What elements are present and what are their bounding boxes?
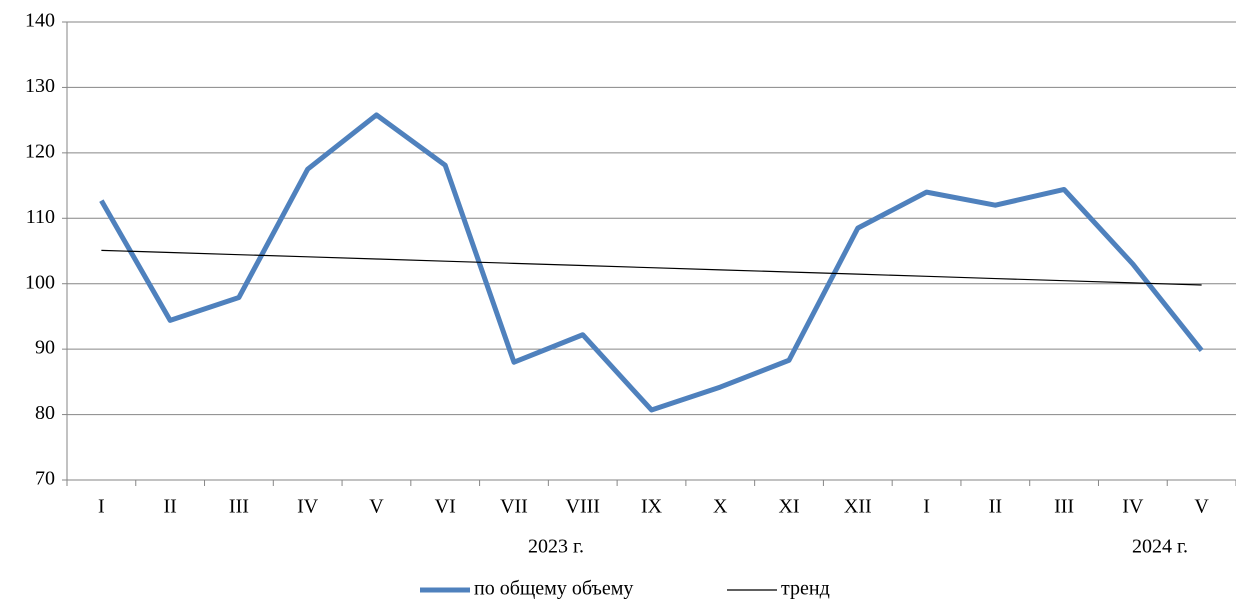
x-tick-label: I (98, 496, 105, 518)
x-tick-label: VIII (566, 496, 600, 518)
x-tick-label: II (163, 496, 176, 518)
x-tick-label: X (713, 496, 728, 518)
line (101, 249, 1202, 286)
x-tick-label: IX (641, 496, 663, 518)
year-label: 2024 г. (1132, 536, 1188, 558)
x-tick-label: XII (844, 496, 872, 518)
x-tick-label: III (1054, 496, 1074, 518)
line (99, 112, 1204, 413)
y-tick-label: 140 (25, 10, 55, 32)
y-tick-label: 70 (35, 468, 55, 490)
x-tick-label: V (369, 496, 384, 518)
x-tick-label: VI (435, 496, 456, 518)
legend-label: по общему объему (474, 578, 633, 600)
y-tick-label: 80 (35, 402, 55, 424)
legend-label: тренд (781, 578, 830, 600)
year-label: 2023 г. (528, 536, 584, 558)
x-tick-label: V (1194, 496, 1209, 518)
y-tick-label: 110 (26, 206, 55, 228)
x-tick-label: IV (1122, 496, 1144, 518)
x-tick-label: I (923, 496, 930, 518)
y-tick-label: 120 (25, 140, 55, 162)
x-tick-label: VII (500, 496, 528, 518)
x-tick-label: XI (778, 496, 799, 518)
y-tick-label: 100 (25, 271, 55, 293)
y-tick-label: 90 (35, 337, 55, 359)
x-tick-label: IV (297, 496, 319, 518)
x-tick-label: II (989, 496, 1002, 518)
y-tick-label: 130 (25, 75, 55, 97)
x-tick-label: III (229, 496, 249, 518)
